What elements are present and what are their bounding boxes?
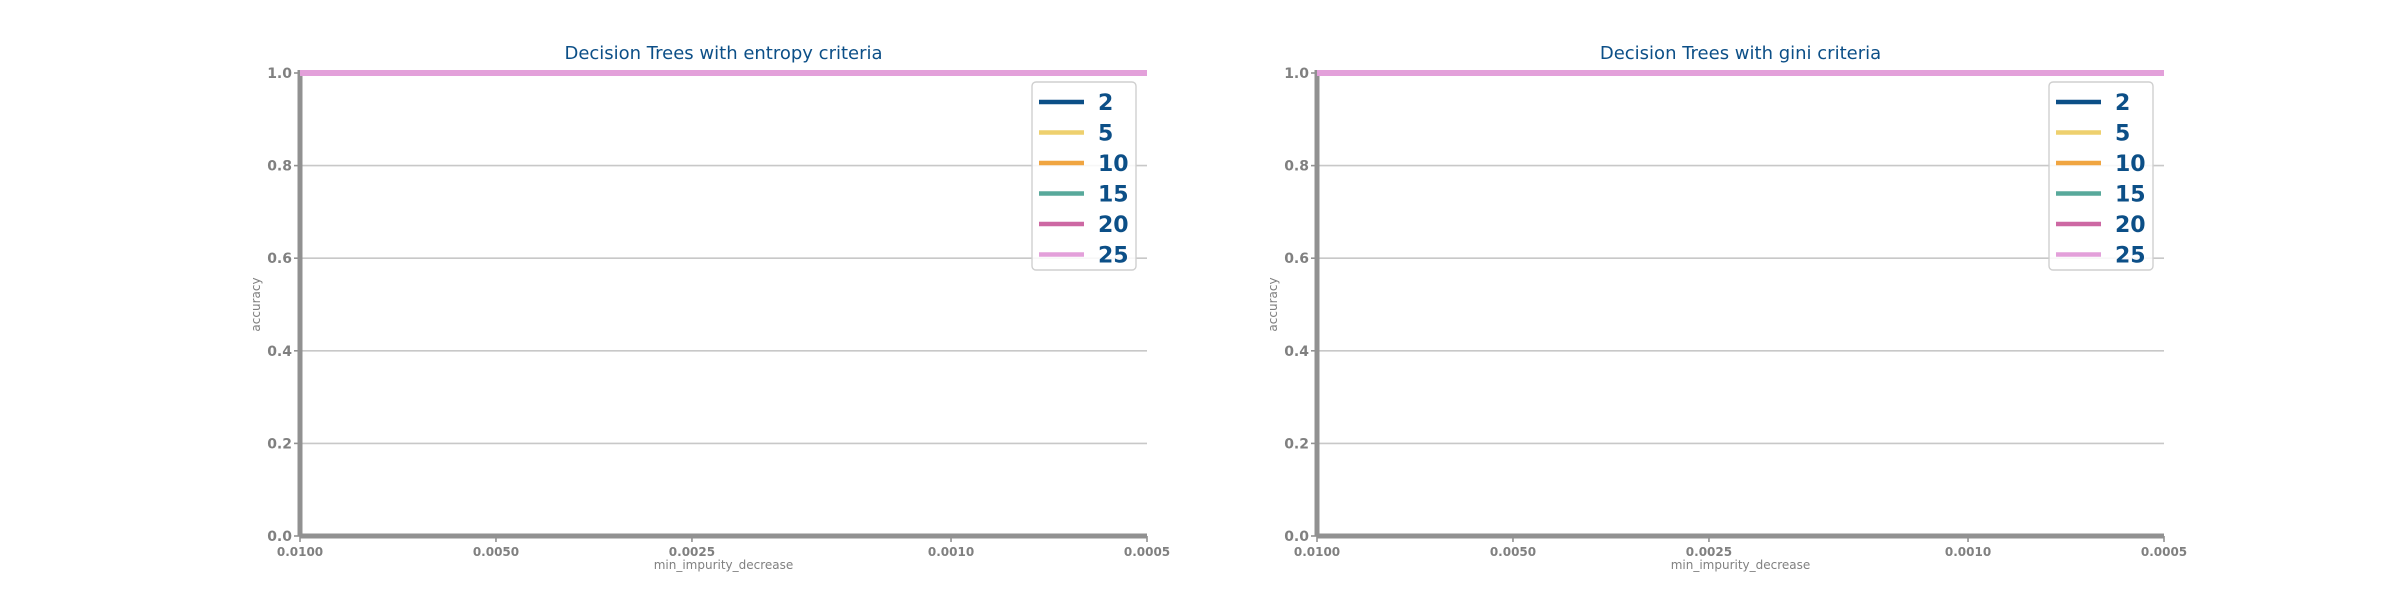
legend-label: 10 bbox=[2115, 152, 2146, 177]
legend-label: 15 bbox=[2115, 183, 2146, 208]
x-tick-label: 0.0025 bbox=[1686, 545, 1732, 559]
y-tick-label: 0.0 bbox=[267, 529, 292, 545]
x-tick-label: 0.0050 bbox=[1490, 545, 1536, 559]
y-tick-label: 0.8 bbox=[1284, 159, 1309, 175]
y-tick-label: 0.6 bbox=[1284, 251, 1309, 267]
y-axis-label: accuracy bbox=[1266, 277, 1280, 331]
y-axis-label: accuracy bbox=[249, 277, 263, 331]
x-tick-label: 0.0100 bbox=[277, 545, 323, 559]
y-tick-label: 1.0 bbox=[267, 66, 292, 82]
x-axis-label: min_impurity_decrease bbox=[654, 558, 794, 572]
x-tick-label: 0.0050 bbox=[473, 545, 519, 559]
legend-label: 2 bbox=[1098, 91, 1113, 116]
legend-label: 25 bbox=[1098, 244, 1129, 269]
legend-label: 15 bbox=[1098, 183, 1129, 208]
x-tick-label: 0.0010 bbox=[1945, 545, 1991, 559]
legend-label: 5 bbox=[2115, 122, 2130, 147]
x-tick-label: 0.0010 bbox=[928, 545, 974, 559]
chart-panel-0: 0.0 0.2 0.4 0.6 0.8 1.0 0.0100 0.0050 0.0025 0.00… bbox=[249, 43, 1170, 572]
legend-label: 20 bbox=[1098, 213, 1129, 238]
chart-title: Decision Trees with gini criteria bbox=[1600, 43, 1881, 64]
legend-label: 25 bbox=[2115, 244, 2146, 269]
x-axis-label: min_impurity_decrease bbox=[1671, 558, 1811, 572]
legend-label: 2 bbox=[2115, 91, 2130, 116]
x-tick-label: 0.0025 bbox=[669, 545, 715, 559]
y-tick-label: 0.4 bbox=[1284, 344, 1309, 360]
y-tick-label: 1.0 bbox=[1284, 66, 1309, 82]
y-tick-label: 0.4 bbox=[267, 344, 292, 360]
chart-title: Decision Trees with entropy criteria bbox=[564, 43, 882, 64]
y-tick-label: 0.6 bbox=[267, 251, 292, 267]
legend-label: 10 bbox=[1098, 152, 1129, 177]
x-tick-label: 0.0005 bbox=[1124, 545, 1170, 559]
legend-label: 20 bbox=[2115, 213, 2146, 238]
x-tick-label: 0.0100 bbox=[1294, 545, 1340, 559]
y-tick-label: 0.0 bbox=[1284, 529, 1309, 545]
legend-label: 5 bbox=[1098, 122, 1113, 147]
y-tick-label: 0.2 bbox=[267, 436, 292, 452]
y-tick-label: 0.2 bbox=[1284, 436, 1309, 452]
x-tick-label: 0.0005 bbox=[2141, 545, 2187, 559]
chart-panel-1: 0.0 0.2 0.4 0.6 0.8 1.0 0.0100 0.0050 0.0025 0.00… bbox=[1266, 43, 2187, 572]
y-tick-label: 0.8 bbox=[267, 159, 292, 175]
